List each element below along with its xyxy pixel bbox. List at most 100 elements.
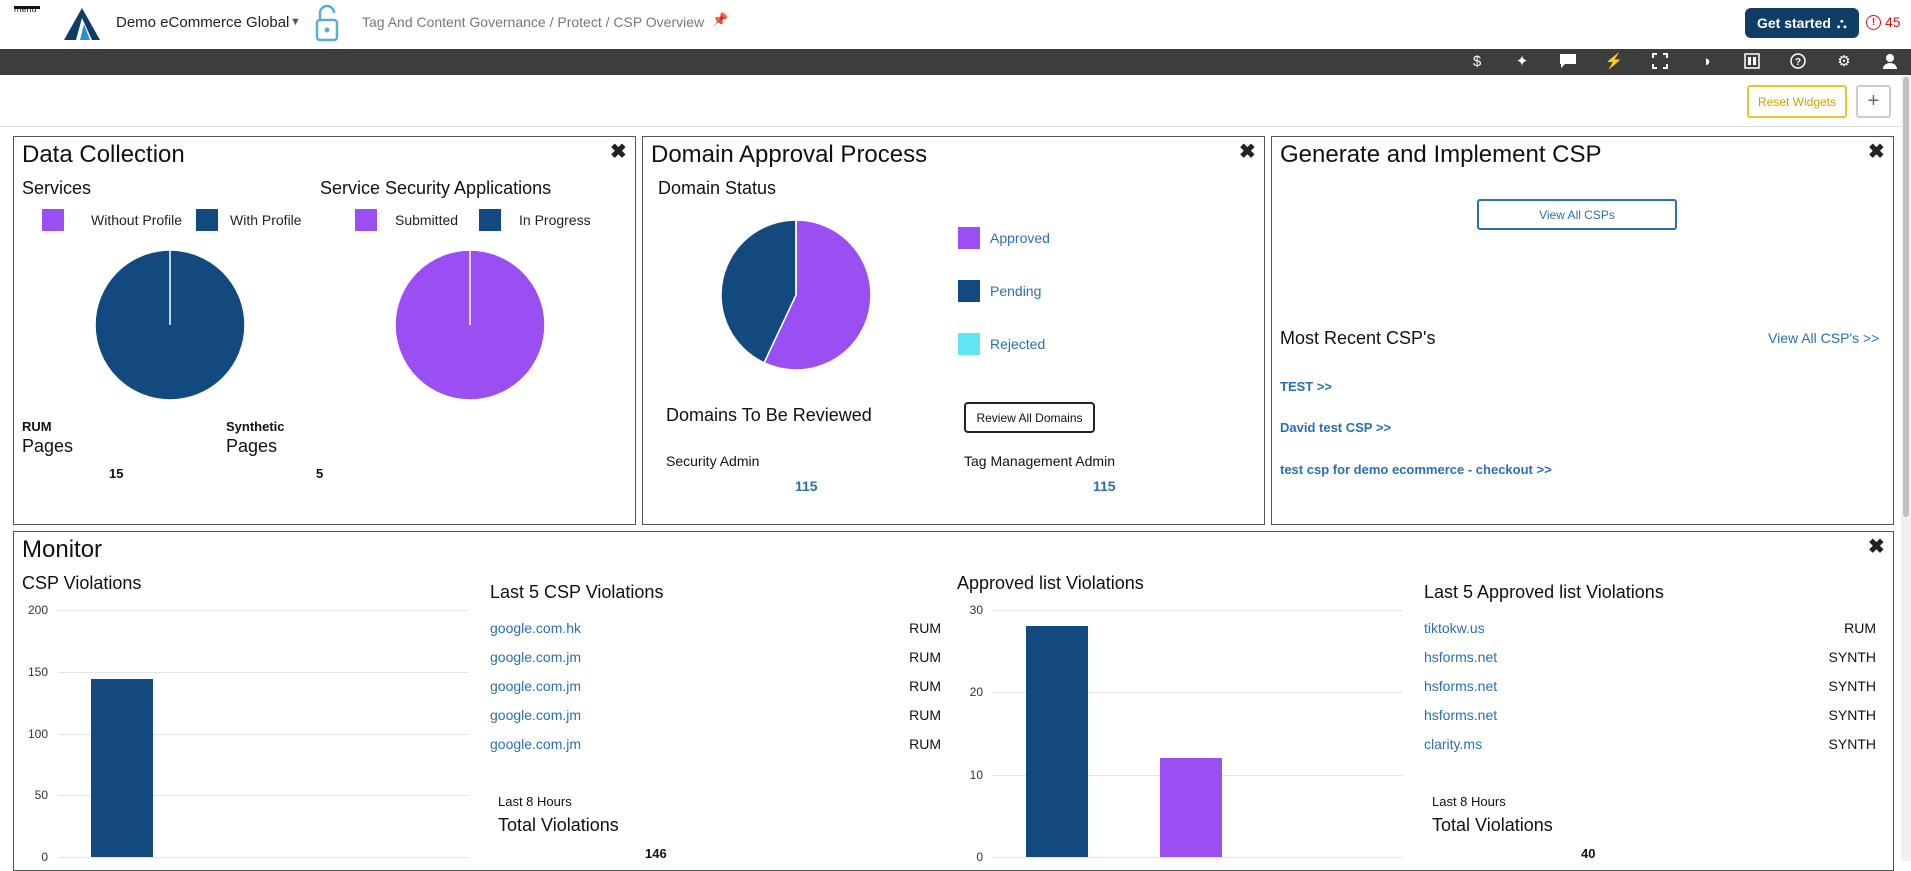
chevron-down-icon[interactable]: ▼ xyxy=(290,16,301,28)
legend-label[interactable]: Approved xyxy=(990,230,1050,246)
contrast-icon[interactable]: ◑ xyxy=(1701,53,1711,70)
synthetic-label: Synthetic xyxy=(226,419,285,434)
violation-domain-link[interactable]: google.com.jm xyxy=(490,707,582,723)
csp-violations-title: CSP Violations xyxy=(22,573,142,593)
legend-swatch xyxy=(958,280,980,302)
violation-domain-link[interactable]: tiktokw.us xyxy=(1424,620,1485,636)
close-icon[interactable]: ✖ xyxy=(1239,141,1256,163)
rum-pages-count: 15 xyxy=(109,466,124,481)
y-tick-label: 20 xyxy=(969,685,983,700)
legend-item: Without Profile xyxy=(42,209,182,231)
csp-violations-bar-chart: 0 50 100 150 200 xyxy=(14,598,474,868)
last5-approved-title: Last 5 Approved list Violations xyxy=(1424,582,1664,602)
violation-domain-link[interactable]: hsforms.net xyxy=(1424,678,1498,694)
card-title: Data Collection xyxy=(22,141,185,168)
alert-count: 45 xyxy=(1885,14,1901,30)
view-all-csps-button[interactable]: View All CSPs xyxy=(1477,199,1677,230)
y-tick-label: 100 xyxy=(27,726,48,741)
violation-domain-link[interactable]: google.com.hk xyxy=(490,620,582,636)
legend-item: Submitted xyxy=(355,209,458,231)
legend-swatch xyxy=(958,333,980,355)
bar[interactable] xyxy=(1026,626,1088,857)
approved-violations-bar-chart: 0 10 20 30 xyxy=(949,598,1409,868)
breadcrumb: Tag And Content Governance / Protect / C… xyxy=(362,14,705,30)
violation-domain-link[interactable]: clarity.ms xyxy=(1424,736,1483,752)
gridline xyxy=(58,671,468,673)
alert-icon: ! xyxy=(1866,14,1881,30)
violation-type: RUM xyxy=(909,649,941,665)
legend-item: Rejected xyxy=(958,333,1045,355)
security-admin-count[interactable]: 115 xyxy=(795,478,818,494)
close-icon[interactable]: ✖ xyxy=(610,141,627,163)
pie-slice-approved[interactable] xyxy=(763,219,872,371)
chat-icon[interactable] xyxy=(1558,53,1578,71)
view-all-csps-link[interactable]: View All CSP's >> xyxy=(1768,330,1880,346)
tag-admin-count[interactable]: 115 xyxy=(1093,478,1116,494)
reset-widgets-button[interactable]: Reset Widgets xyxy=(1747,85,1847,118)
lightning-icon[interactable]: ⚡ xyxy=(1604,53,1624,70)
card-title: Monitor xyxy=(22,536,103,563)
total-violations-count: 40 xyxy=(1581,846,1596,861)
bar[interactable] xyxy=(91,679,153,857)
violation-domain-link[interactable]: google.com.jm xyxy=(490,678,582,694)
get-started-button[interactable]: Get started ⛬ xyxy=(1745,8,1859,38)
violation-type: SYNTH xyxy=(1828,649,1876,665)
csp-link[interactable]: test csp for demo ecommerce - checkout >… xyxy=(1280,462,1552,477)
legend-label[interactable]: Pending xyxy=(990,283,1042,299)
menu-button[interactable]: menu xyxy=(14,4,42,14)
violation-type: RUM xyxy=(909,707,941,723)
tag-admin-label: Tag Management Admin xyxy=(964,453,1115,469)
data-collection-card: Data Collection ✖ Services Without Profi… xyxy=(13,136,636,525)
close-icon[interactable]: ✖ xyxy=(1868,141,1885,163)
violation-domain-link[interactable]: hsforms.net xyxy=(1424,649,1498,665)
y-tick-label: 10 xyxy=(969,767,983,782)
most-recent-csps-title: Most Recent CSP's xyxy=(1280,328,1436,348)
bar[interactable] xyxy=(1160,758,1222,857)
pin-icon[interactable]: 📌 xyxy=(712,12,729,27)
y-tick-label: 0 xyxy=(976,850,983,864)
legend-label[interactable]: Rejected xyxy=(990,336,1046,352)
gridline xyxy=(993,610,1403,611)
legend-item: Pending xyxy=(958,280,1041,302)
get-started-label: Get started xyxy=(1757,15,1831,31)
csp-link[interactable]: TEST >> xyxy=(1280,379,1333,394)
sparkle-icon[interactable]: ✦ xyxy=(1515,53,1529,70)
alert-indicator[interactable]: ! 45 xyxy=(1866,14,1901,30)
logo-icon[interactable] xyxy=(62,6,102,47)
close-icon[interactable]: ✖ xyxy=(1868,536,1885,558)
violation-type: RUM xyxy=(909,678,941,694)
widget-controls: Reset Widgets + xyxy=(0,75,1911,127)
fullscreen-icon[interactable] xyxy=(1650,53,1670,71)
add-widget-button[interactable]: + xyxy=(1856,85,1891,118)
scrollbar-thumb[interactable] xyxy=(1903,77,1909,517)
rum-label: RUM xyxy=(22,419,52,434)
approved-violations-title: Approved list Violations xyxy=(957,573,1144,593)
domain-status-pie-chart xyxy=(720,219,872,371)
help-icon[interactable]: ? xyxy=(1788,53,1808,71)
dollar-icon[interactable]: $ xyxy=(1472,53,1482,70)
csp-link[interactable]: David test CSP >> xyxy=(1280,420,1392,435)
services-title: Services xyxy=(22,178,92,198)
monitor-card: Monitor ✖ CSP Violations 0 50 100 150 200 La… xyxy=(13,531,1894,871)
hamburger-icon-line xyxy=(14,6,40,9)
y-tick-label: 150 xyxy=(27,664,48,679)
user-icon[interactable] xyxy=(1880,53,1900,71)
legend-label: In Progress xyxy=(519,212,591,228)
gridline xyxy=(58,733,468,735)
card-title: Generate and Implement CSP xyxy=(1280,141,1602,168)
gridline xyxy=(993,692,1403,694)
top-bar: menu Demo eCommerce Global ▼ Tag And Con… xyxy=(0,0,1911,49)
violation-domain-link[interactable]: hsforms.net xyxy=(1424,707,1498,723)
pie-slice-pending[interactable] xyxy=(720,219,797,364)
total-violations-label: Total Violations xyxy=(498,815,619,835)
gear-icon[interactable]: ⚙ xyxy=(1837,53,1851,70)
last5-csp-title: Last 5 CSP Violations xyxy=(490,582,664,602)
services-pie-chart xyxy=(94,249,246,401)
gridline xyxy=(58,610,468,611)
violation-domain-link[interactable]: google.com.jm xyxy=(490,649,582,665)
pdf-icon[interactable] xyxy=(1742,53,1762,71)
scrollbar[interactable] xyxy=(1901,75,1911,861)
review-all-domains-button[interactable]: Review All Domains xyxy=(964,402,1095,433)
violation-domain-link[interactable]: google.com.jm xyxy=(490,736,582,752)
org-name[interactable]: Demo eCommerce Global xyxy=(116,14,290,31)
